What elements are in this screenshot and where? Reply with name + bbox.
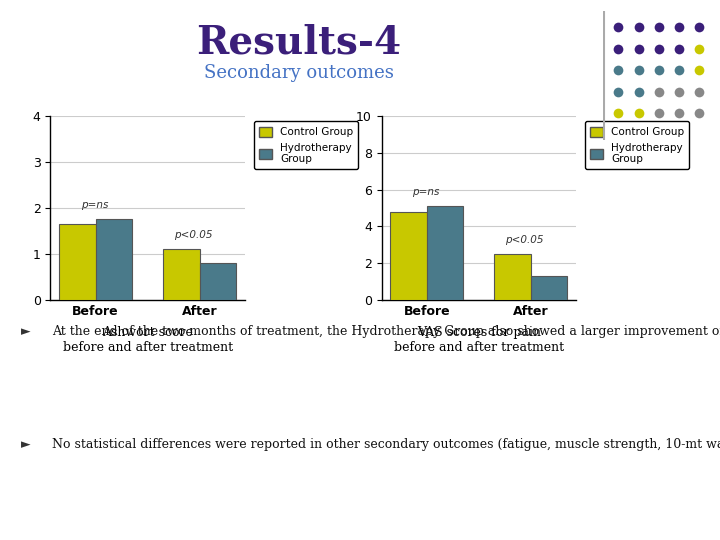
- Bar: [531, 276, 567, 300]
- Bar: [427, 206, 463, 300]
- Bar: [495, 254, 531, 300]
- Text: No statistical differences were reported in other secondary outcomes (fatigue, m: No statistical differences were reported…: [53, 438, 720, 451]
- Bar: [59, 224, 96, 300]
- Text: At the end of the two months of treatment, the Hydrotherapy Group also showed a : At the end of the two months of treatmen…: [53, 325, 720, 338]
- X-axis label: Ashwort score
before and after treatment: Ashwort score before and after treatment: [63, 326, 233, 354]
- Legend: Control Group, Hydrotherapy
Group: Control Group, Hydrotherapy Group: [254, 122, 359, 170]
- Text: ►: ►: [22, 325, 31, 338]
- Text: p<0.05: p<0.05: [505, 234, 544, 245]
- Legend: Control Group, Hydrotherapy
Group: Control Group, Hydrotherapy Group: [585, 122, 690, 170]
- Bar: [390, 212, 427, 300]
- Text: ►: ►: [22, 438, 31, 451]
- Text: Secondary outcomes: Secondary outcomes: [204, 64, 394, 82]
- Text: p<0.05: p<0.05: [174, 230, 212, 240]
- Text: p=ns: p=ns: [81, 200, 109, 210]
- X-axis label: VAS scores for pain
before and after treatment: VAS scores for pain before and after tre…: [394, 326, 564, 354]
- Bar: [163, 249, 199, 300]
- Text: Results-4: Results-4: [197, 24, 401, 62]
- Text: p=ns: p=ns: [413, 187, 440, 197]
- Bar: [199, 263, 236, 300]
- Bar: [96, 219, 132, 300]
